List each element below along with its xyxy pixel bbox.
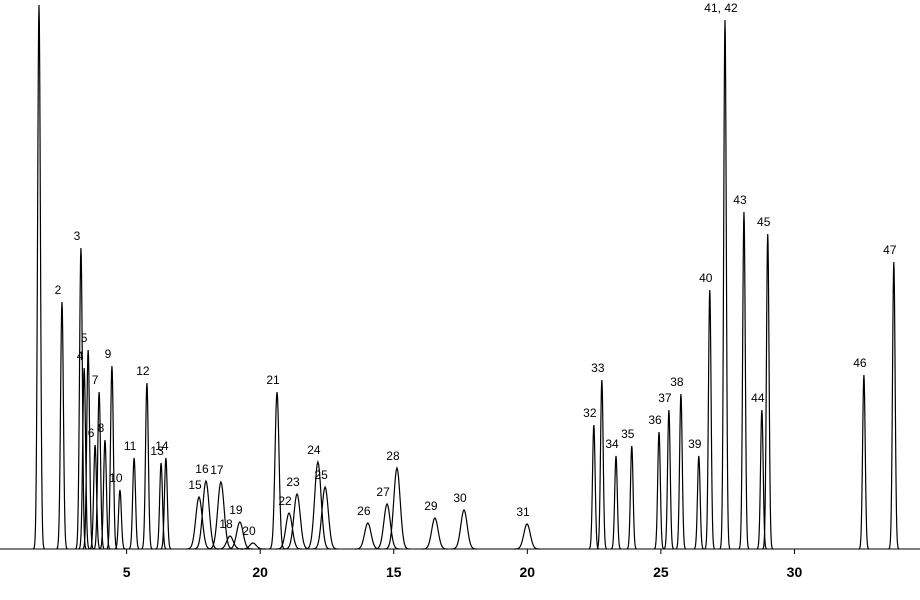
peak	[355, 522, 381, 550]
peak-label: 34	[605, 437, 619, 451]
peak	[268, 391, 286, 550]
peak	[704, 289, 716, 550]
peak	[128, 457, 140, 550]
peak	[888, 261, 900, 550]
peak	[240, 542, 266, 550]
peak	[384, 466, 410, 550]
peak	[114, 489, 126, 550]
peak	[284, 492, 310, 550]
peak	[451, 508, 477, 550]
peak	[208, 480, 234, 550]
peak	[675, 393, 687, 550]
x-tick-label: 15	[386, 564, 402, 580]
peak	[663, 409, 675, 550]
peak	[596, 379, 608, 550]
peak-label: 37	[658, 391, 672, 405]
peak	[756, 409, 768, 550]
peak	[738, 211, 750, 550]
peak-label: 39	[688, 437, 702, 451]
peak-label: 21	[266, 373, 280, 387]
peak-label: 13	[150, 444, 164, 458]
peak	[160, 457, 172, 550]
peak	[141, 382, 153, 550]
peak	[99, 439, 111, 550]
peak-label: 41, 42	[704, 1, 738, 15]
peak	[653, 431, 665, 550]
peak	[93, 391, 105, 550]
peak	[514, 523, 540, 550]
peak-label: 47	[883, 243, 897, 257]
peak	[276, 511, 302, 550]
peak	[626, 445, 638, 550]
peak-label: 17	[210, 463, 224, 477]
x-tick-label: 5	[123, 564, 131, 580]
peak-label: 19	[229, 503, 243, 517]
x-tick-label: 20	[520, 564, 536, 580]
peak	[719, 19, 731, 550]
peak	[374, 502, 400, 550]
peak-label: 14	[155, 439, 169, 453]
peak	[588, 424, 600, 550]
peak-label: 16	[195, 462, 209, 476]
peak-label: 30	[453, 491, 467, 505]
peak	[422, 517, 448, 550]
peak-label: 8	[98, 421, 105, 435]
peak-label: 6	[88, 426, 95, 440]
peak-label: 46	[853, 356, 867, 370]
peak-label: 31	[516, 505, 530, 519]
peak-label: 22	[278, 494, 292, 508]
peak-label: 4	[77, 349, 84, 363]
peak-label: 12	[136, 364, 150, 378]
peak-label: 25	[314, 468, 328, 482]
peak	[78, 367, 90, 550]
peak-label: 32	[583, 406, 597, 420]
peak	[155, 462, 167, 550]
peak-label: 2	[55, 283, 62, 297]
peak	[89, 444, 101, 550]
peak-label: 28	[386, 449, 400, 463]
peak	[217, 535, 243, 550]
peak-label: 35	[621, 427, 635, 441]
peak-label: 9	[105, 347, 112, 361]
peak-label: 24	[307, 443, 321, 457]
peak	[305, 459, 331, 550]
peak-label: 3	[74, 229, 81, 243]
peak	[693, 455, 705, 550]
peak-label: 33	[591, 361, 605, 375]
peak-label: 23	[286, 475, 300, 489]
peak-label: 38	[670, 375, 684, 389]
peak	[106, 365, 118, 550]
peak	[227, 521, 253, 550]
peak-label: 36	[648, 413, 662, 427]
x-tick-label: 20	[252, 564, 268, 580]
peak	[186, 495, 212, 550]
peak-label: 10	[109, 471, 123, 485]
peak	[193, 479, 219, 550]
peak	[56, 301, 68, 550]
peak-label: 11	[124, 439, 137, 453]
peak-label: 40	[699, 271, 713, 285]
x-tick-label: 30	[787, 564, 803, 580]
peak	[312, 485, 338, 550]
peak	[610, 455, 622, 550]
peak-label: 45	[757, 215, 771, 229]
peak	[858, 374, 870, 550]
peak	[762, 233, 774, 550]
peak-label: 29	[424, 499, 438, 513]
peak-label: 26	[357, 504, 371, 518]
peak-label: 43	[733, 193, 747, 207]
peak-label: 18	[219, 517, 233, 531]
peak-label: 7	[92, 373, 99, 387]
peak-label: 15	[188, 478, 202, 492]
x-tick-label: 25	[653, 564, 669, 580]
peak-label: 44	[751, 391, 765, 405]
peak	[33, 4, 45, 550]
peak-label: 20	[242, 524, 256, 538]
peak-label: 5	[81, 331, 88, 345]
peak-label: 27	[376, 485, 390, 499]
